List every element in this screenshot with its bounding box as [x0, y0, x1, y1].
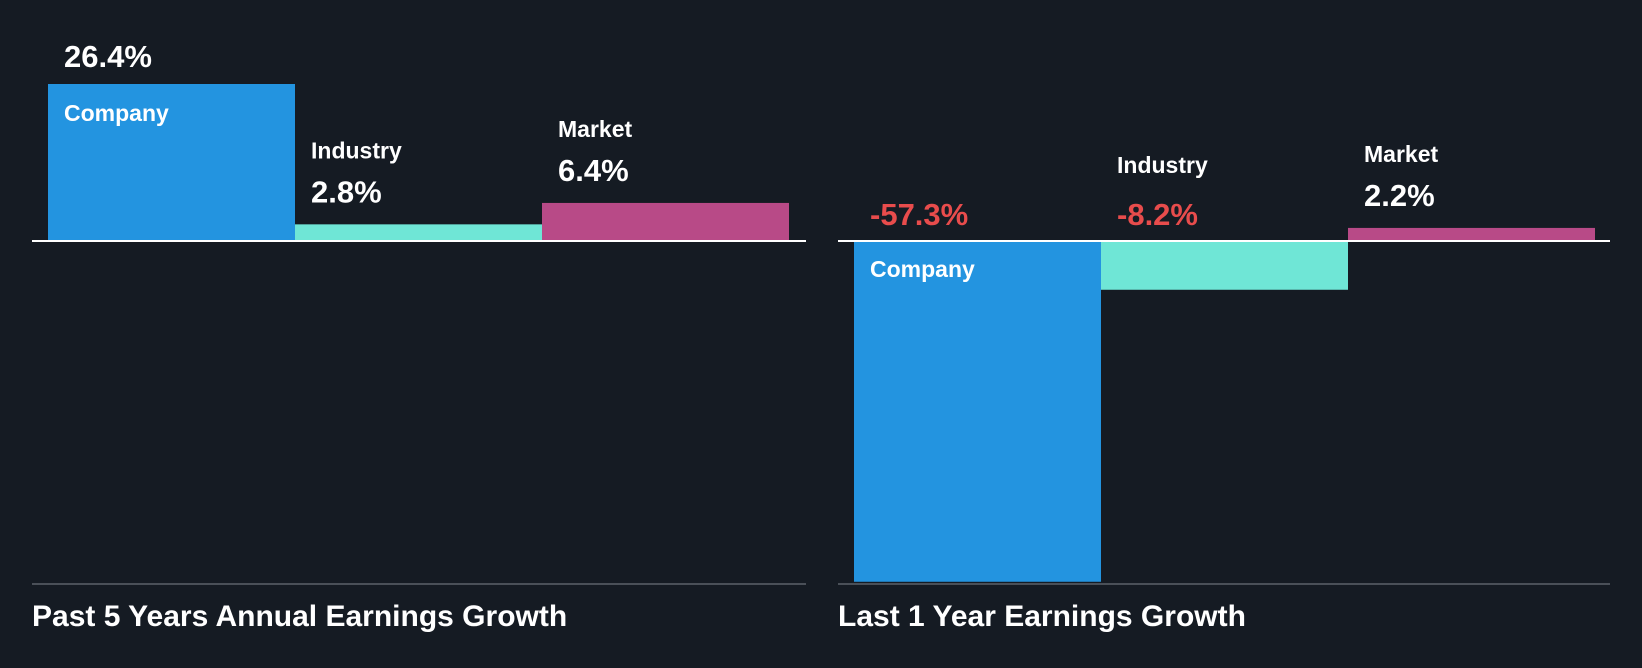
last-1-year-category-label-market: Market [1364, 141, 1438, 167]
last-1-year-bar-market [1348, 227, 1595, 241]
last-1-year-value-label-market: 2.2% [1364, 178, 1435, 213]
past-5-years-category-label-industry: Industry [311, 137, 402, 163]
past-5-years-bar-company [48, 84, 295, 241]
past-5-years-bar-market [542, 202, 789, 241]
past-5-years-category-label-market: Market [558, 116, 632, 142]
past-5-years-value-label-market: 6.4% [558, 153, 629, 188]
past-5-years-bar-industry [295, 224, 542, 241]
last-1-year-bar-company [854, 241, 1101, 582]
last-1-year-chart-title: Last 1 Year Earnings Growth [838, 600, 1246, 633]
last-1-year-bar-industry [1101, 241, 1348, 290]
past-5-years-category-label-company: Company [64, 100, 169, 126]
last-1-year-value-label-company: -57.3% [870, 197, 968, 232]
past-5-years-chart-title: Past 5 Years Annual Earnings Growth [32, 600, 567, 633]
last-1-year-category-label-company: Company [870, 256, 975, 282]
past-5-years-value-label-industry: 2.8% [311, 174, 382, 209]
past-5-years-value-label-company: 26.4% [64, 39, 152, 74]
last-1-year-category-label-industry: Industry [1117, 152, 1208, 178]
last-1-year-value-label-industry: -8.2% [1117, 197, 1198, 232]
